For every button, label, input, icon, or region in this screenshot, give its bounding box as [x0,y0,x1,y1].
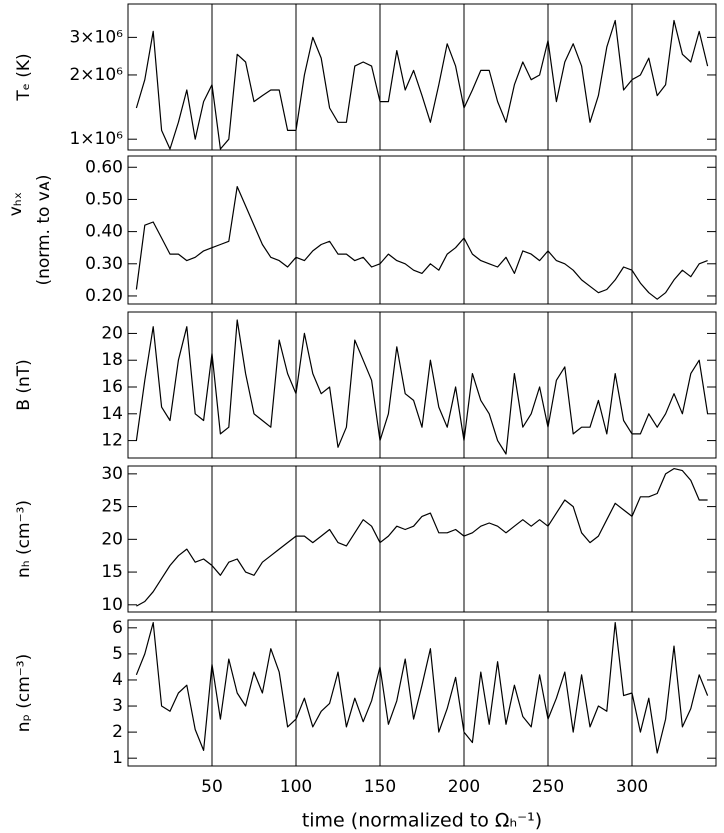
y-tick-label: 10 [101,595,123,615]
y-tick-label: 0.60 [85,157,123,177]
y-axis-label: B (nT) [14,359,34,411]
y-tick-label: 6 [112,618,123,638]
data-line [135,186,708,300]
y-tick-label: 0.40 [85,222,123,242]
panel: 0.20 0.30 0.40 0.50 0.60 vₕₓ (norm. to vᴀ) [6,155,717,306]
y-tick-label: 1 [112,748,123,768]
y-tick-label: 18 [101,350,123,370]
y-tick-label: 20 [101,323,123,343]
panel: 10 15 20 25 30 nₕ (cm⁻³) [14,464,717,615]
y-tick-label: 1×10⁶ [69,129,123,149]
data-line [135,319,709,455]
y-tick-label: 16 [101,377,123,397]
y-tick-label: 12 [101,431,123,451]
y-axis-label: (norm. to vᴀ) [34,174,54,285]
x-tick-label: 300 [616,777,648,797]
y-tick-label: 30 [101,464,123,484]
data-line [135,19,709,150]
x-tick-label: 250 [532,777,564,797]
x-tick-label: 50 [201,777,223,797]
y-tick-label: 15 [101,562,123,582]
y-axis-label: nₕ (cm⁻³) [14,500,34,578]
panel: 50 100 150 200 250 300 1 2 3 4 5 6 nₚ (cm⁻³) time (no… [14,618,717,832]
y-tick-label: 3×10⁶ [69,27,123,47]
x-tick-label: 150 [364,777,396,797]
panel: 1×10⁶ 2×10⁶ 3×10⁶ Tₑ (K) [14,3,717,151]
data-line [136,468,708,607]
y-tick-label: 5 [112,644,123,664]
y-tick-label: 25 [101,497,123,517]
y-tick-label: 2×10⁶ [69,65,123,85]
plot-frame [127,619,717,767]
plot-frame [127,3,717,151]
panel: 12 14 16 18 20 B (nT) [14,311,717,459]
y-tick-label: 4 [112,670,123,690]
plot-frame [127,311,717,459]
y-tick-label: 2 [112,722,123,742]
plot-frame [127,465,717,613]
y-tick-label: 0.50 [85,189,123,209]
y-axis-label: nₚ (cm⁻³) [14,654,34,732]
x-tick-label: 100 [280,777,312,797]
x-tick-label: 200 [448,777,480,797]
x-axis-label: time (normalized to Ωₕ⁻¹) [302,810,542,832]
y-tick-label: 3 [112,696,123,716]
y-tick-label: 14 [101,404,123,424]
y-tick-label: 0.20 [85,286,123,306]
data-line [135,622,709,754]
plot-frame [127,155,717,305]
y-tick-label: 20 [101,529,123,549]
y-tick-label: 0.30 [85,254,123,274]
y-axis-label: vₕₓ [6,192,26,216]
y-axis-label: Tₑ (K) [14,53,34,101]
